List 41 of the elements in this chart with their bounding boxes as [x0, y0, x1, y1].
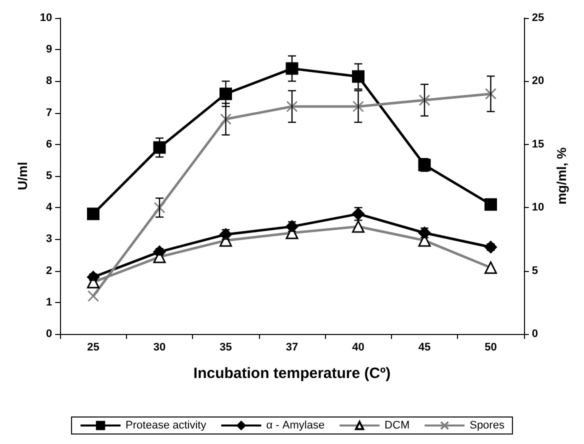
y2-tick-label: 25	[532, 12, 544, 24]
point	[286, 62, 298, 75]
point	[88, 290, 100, 302]
x-tick-label: 25	[87, 342, 100, 354]
y-tick-label: 5	[46, 170, 52, 182]
y2-tick-label: 20	[532, 75, 544, 88]
point	[87, 208, 100, 220]
point	[352, 100, 364, 112]
legend-label: Protease activity	[126, 420, 207, 432]
x-tick-label: 45	[418, 342, 431, 354]
y-tick-label: 10	[40, 12, 52, 24]
y-axis-title: U/ml	[15, 162, 30, 190]
x-tick-label: 40	[352, 342, 364, 354]
point	[484, 88, 496, 100]
y-tick-label: 7	[46, 106, 52, 119]
y2-tick-label: 0	[532, 328, 538, 340]
y-tick-label: 0	[46, 328, 52, 340]
y-tick-label: 6	[46, 138, 52, 150]
legend-label: DCM	[384, 420, 410, 432]
y2-axis-title: mg/ml, %	[554, 147, 569, 205]
y-tick-label: 3	[46, 233, 52, 246]
x-tick-label: 50	[484, 342, 497, 354]
point	[153, 141, 166, 154]
point	[418, 94, 430, 106]
legend-label: Spores	[470, 420, 505, 432]
y-tick-label: 2	[46, 264, 52, 277]
y2-tick-label: 10	[532, 202, 544, 214]
x-tick-label: 37	[286, 342, 298, 354]
x-tick-label: 30	[153, 342, 166, 354]
y2-tick-label: 15	[532, 138, 544, 150]
point	[286, 100, 298, 112]
point	[220, 113, 232, 125]
point	[154, 202, 166, 214]
x-axis-title: Incubation temperature (Cº)	[193, 365, 391, 382]
y-tick-label: 1	[46, 296, 52, 308]
y-tick-label: 8	[46, 75, 52, 88]
y2-tick-label: 5	[532, 264, 538, 277]
legend-label: α - Amylase	[266, 420, 325, 432]
y-tick-label: 4	[46, 202, 54, 214]
y-tick-label: 9	[46, 44, 52, 56]
x-tick-label: 35	[220, 342, 232, 354]
